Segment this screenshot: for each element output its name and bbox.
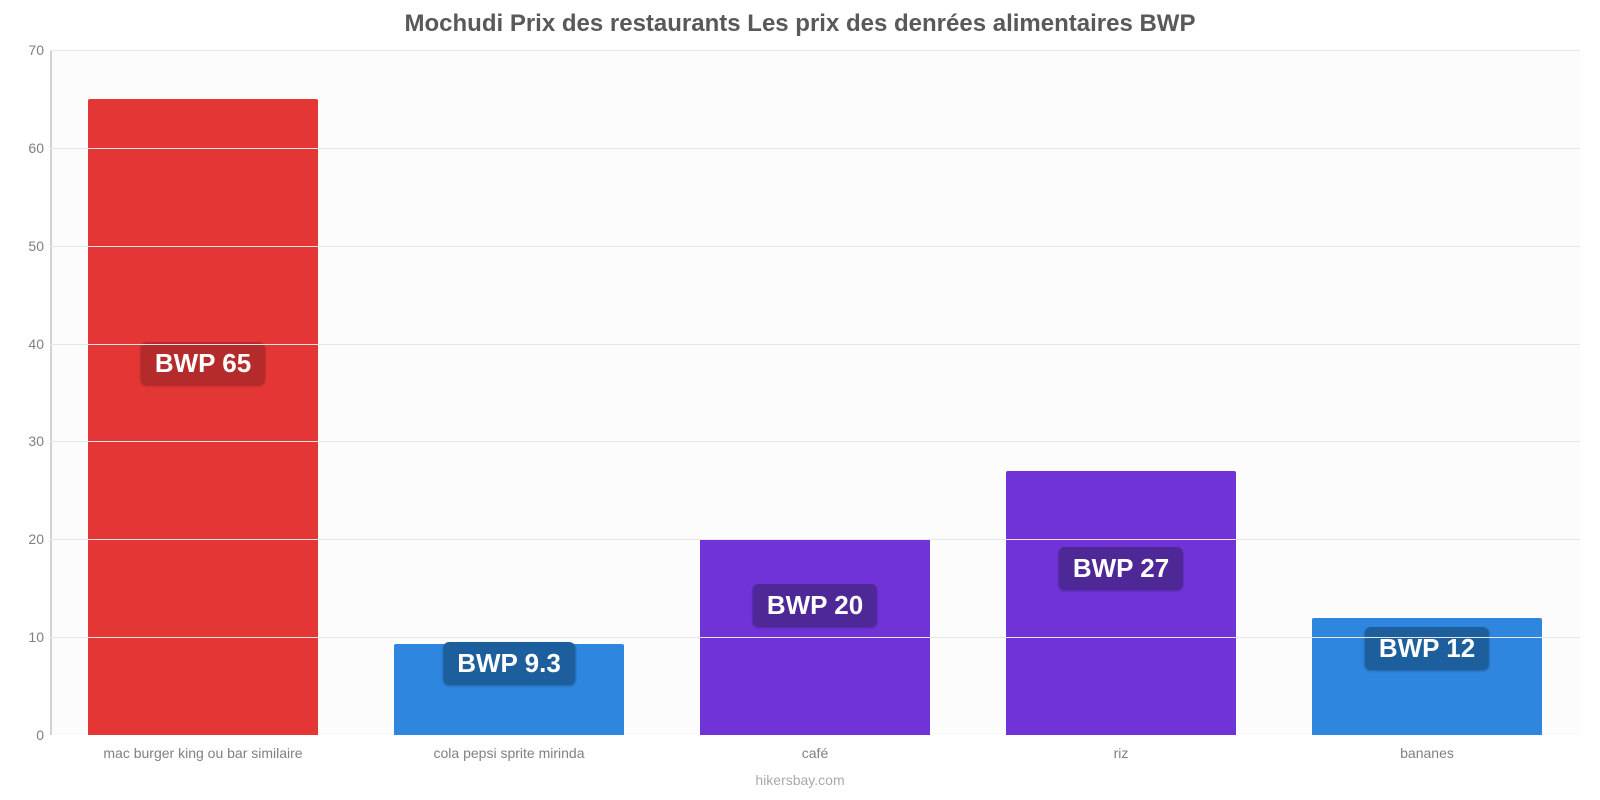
bar-group: BWP 20café [662, 50, 968, 735]
x-tick-label: mac burger king ou bar similaire [103, 745, 302, 761]
y-tick-label: 30 [10, 433, 44, 449]
y-tick-label: 40 [10, 336, 44, 352]
bar-group: BWP 27riz [968, 50, 1274, 735]
bar-group: BWP 65mac burger king ou bar similaire [50, 50, 356, 735]
plot-area: BWP 65mac burger king ou bar similaireBW… [50, 50, 1580, 735]
value-label: BWP 12 [1365, 627, 1489, 670]
chart-footer: hikersbay.com [0, 772, 1600, 788]
y-tick-label: 60 [10, 140, 44, 156]
gridline [50, 344, 1580, 345]
value-label: BWP 27 [1059, 547, 1183, 590]
gridline [50, 50, 1580, 51]
bar-group: BWP 12bananes [1274, 50, 1580, 735]
value-label: BWP 20 [753, 584, 877, 627]
y-tick-label: 0 [10, 727, 44, 743]
y-tick-label: 20 [10, 531, 44, 547]
gridline [50, 441, 1580, 442]
bars-layer: BWP 65mac burger king ou bar similaireBW… [50, 50, 1580, 735]
gridline [50, 148, 1580, 149]
value-label: BWP 65 [141, 342, 265, 385]
gridline [50, 539, 1580, 540]
bar [88, 99, 318, 735]
value-label: BWP 9.3 [443, 642, 575, 685]
x-tick-label: café [802, 745, 828, 761]
x-tick-label: riz [1114, 745, 1129, 761]
bar [1006, 471, 1236, 735]
gridline [50, 637, 1580, 638]
y-tick-label: 50 [10, 238, 44, 254]
bar-group: BWP 9.3cola pepsi sprite mirinda [356, 50, 662, 735]
gridline [50, 246, 1580, 247]
chart-container: Mochudi Prix des restaurants Les prix de… [0, 0, 1600, 800]
x-tick-label: bananes [1400, 745, 1454, 761]
x-tick-label: cola pepsi sprite mirinda [434, 745, 585, 761]
y-tick-label: 70 [10, 42, 44, 58]
y-tick-label: 10 [10, 629, 44, 645]
chart-title: Mochudi Prix des restaurants Les prix de… [0, 10, 1600, 38]
